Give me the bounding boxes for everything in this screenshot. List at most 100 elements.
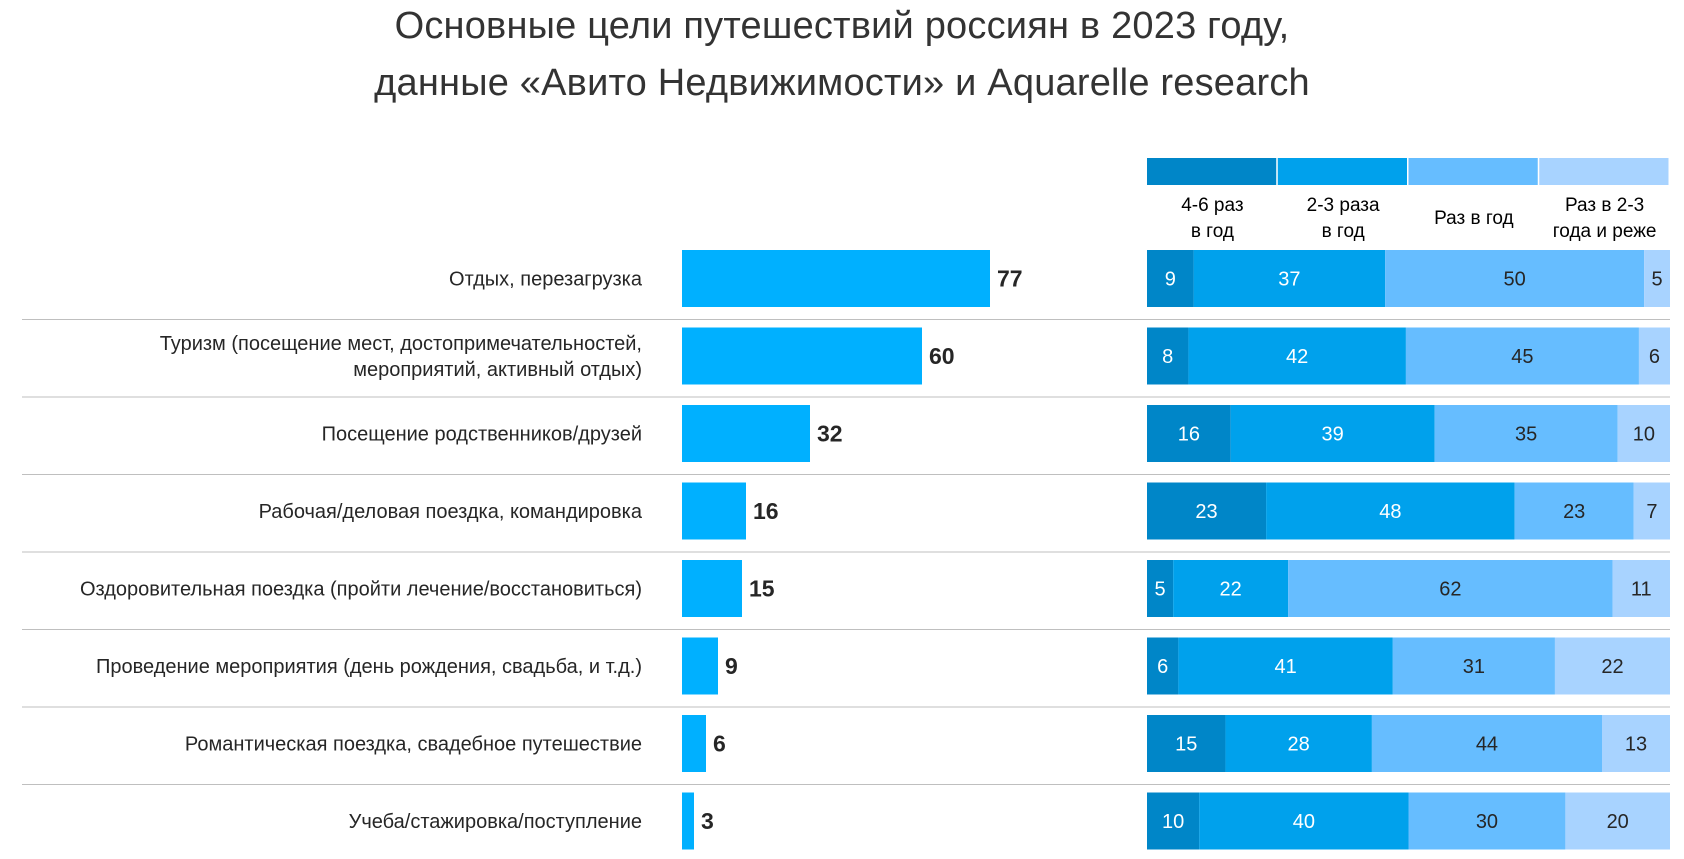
segment-value-label: 8	[1162, 346, 1173, 368]
legend-label-line: в год	[1191, 221, 1234, 242]
total-bar	[682, 482, 746, 540]
legend-swatch	[1408, 158, 1538, 185]
segment-value-label: 20	[1607, 811, 1629, 833]
segment-bar	[1644, 250, 1670, 307]
segment-value-label: 28	[1288, 734, 1310, 756]
legend-swatch	[1539, 158, 1669, 185]
segment-bar	[1147, 715, 1226, 772]
segment-value-label: 9	[1165, 269, 1176, 291]
total-value-label: 32	[817, 421, 843, 447]
segment-bar	[1633, 482, 1670, 540]
category-label-line: Рабочая/деловая поездка, командировка	[259, 501, 643, 523]
total-value-label: 9	[725, 653, 738, 679]
category-label-line: Отдых, перезагрузка	[449, 269, 643, 291]
segment-value-label: 11	[1631, 579, 1652, 601]
segment-value-label: 7	[1646, 501, 1657, 523]
legend-label-line: года и реже	[1553, 221, 1657, 242]
segment-bar	[1188, 327, 1406, 385]
segment-bar	[1173, 560, 1289, 617]
segment-value-label: 31	[1463, 656, 1485, 678]
legend-label: 2-3 раза в год	[1307, 195, 1380, 242]
segment-bar	[1638, 327, 1670, 385]
total-value-label: 15	[749, 576, 775, 602]
segment-bar	[1193, 250, 1386, 307]
category-label: Оздоровительная поездка (пройти лечение/…	[80, 579, 642, 601]
segment-value-label: 10	[1633, 424, 1655, 446]
segment-value-label: 39	[1322, 424, 1344, 446]
total-value-label: 6	[713, 731, 726, 757]
segment-bar	[1199, 792, 1409, 850]
legend-label: Раз в 2-3 года и реже	[1553, 195, 1657, 242]
total-bar	[682, 792, 694, 850]
legend-label: Раз в год	[1434, 208, 1514, 229]
segment-value-label: 6	[1649, 346, 1660, 368]
segment-value-label: 30	[1476, 811, 1498, 833]
segment-value-label: 13	[1625, 734, 1647, 756]
segment-value-label: 37	[1278, 269, 1300, 291]
segment-bar	[1405, 327, 1639, 385]
segment-value-label: 6	[1157, 656, 1168, 678]
category-label-line: Оздоровительная поездка (пройти лечение/…	[80, 579, 642, 601]
legend-label-line: 4-6 раз	[1181, 195, 1243, 216]
segment-bar	[1392, 637, 1555, 695]
category-label-line: мероприятий, активный отдых)	[353, 359, 642, 381]
segment-bar	[1178, 637, 1393, 695]
chart-title-line-1: Основные цели путешествий россиян в 2023…	[394, 5, 1290, 47]
segment-value-label: 45	[1511, 346, 1533, 368]
segment-bar	[1554, 637, 1670, 695]
category-label: Романтическая поездка, свадебное путешес…	[185, 734, 642, 756]
segment-value-label: 44	[1476, 734, 1498, 756]
category-label: Учеба/стажировка/поступление	[349, 811, 642, 833]
segment-bar	[1288, 560, 1613, 617]
segment-value-label: 62	[1439, 579, 1461, 601]
legend-label-line: 2-3 раза	[1307, 195, 1380, 216]
segment-bar	[1434, 405, 1618, 462]
segment-value-label: 22	[1220, 579, 1242, 601]
segment-value-label: 5	[1651, 269, 1662, 291]
segment-value-label: 22	[1601, 656, 1623, 678]
segment-bar	[1565, 792, 1670, 850]
legend-label-line: в год	[1322, 221, 1365, 242]
total-value-label: 3	[701, 808, 714, 834]
segment-value-label: 35	[1515, 424, 1537, 446]
segment-value-label: 5	[1155, 579, 1166, 601]
legend-swatch	[1277, 158, 1407, 185]
total-bar	[682, 715, 706, 772]
segment-value-label: 23	[1563, 501, 1585, 523]
segment-bar	[1147, 250, 1194, 307]
segment-bar	[1230, 405, 1435, 462]
total-bar	[682, 327, 922, 385]
segment-bar	[1147, 792, 1200, 850]
segment-bar	[1612, 560, 1670, 617]
segment-value-label: 23	[1195, 501, 1217, 523]
legend-label: 4-6 раз в год	[1181, 195, 1243, 242]
segment-bar	[1408, 792, 1566, 850]
total-bar	[682, 637, 718, 695]
category-label-line: Посещение родственников/друзей	[322, 424, 642, 446]
category-label: Посещение родственников/друзей	[322, 424, 642, 446]
segment-bar	[1147, 327, 1189, 385]
legend-swatch	[1147, 158, 1277, 185]
segment-value-label: 50	[1504, 269, 1526, 291]
segment-bar	[1147, 405, 1231, 462]
segment-value-label: 48	[1379, 501, 1401, 523]
total-bar	[682, 560, 742, 617]
segment-bar	[1266, 482, 1515, 540]
segment-bar	[1225, 715, 1372, 772]
category-label: Проведение мероприятия (день рождения, с…	[96, 656, 642, 678]
segment-bar	[1385, 250, 1645, 307]
chart-title-line-2: данные «Авито Недвижимости» и Aquarelle …	[374, 62, 1310, 104]
total-value-label: 77	[997, 266, 1023, 292]
segment-value-label: 40	[1293, 811, 1315, 833]
total-bar	[682, 250, 990, 307]
segment-value-label: 15	[1175, 734, 1197, 756]
segment-value-label: 42	[1286, 346, 1308, 368]
category-label: Отдых, перезагрузка	[449, 269, 643, 291]
segment-bar	[1514, 482, 1634, 540]
total-bar	[682, 405, 810, 462]
category-label: Туризм (посещение мест, достопримечатель…	[160, 333, 642, 381]
total-value-label: 60	[929, 343, 955, 369]
segment-value-label: 10	[1162, 811, 1184, 833]
legend-label-line: Раз в год	[1434, 208, 1514, 229]
segment-bar	[1147, 637, 1179, 695]
